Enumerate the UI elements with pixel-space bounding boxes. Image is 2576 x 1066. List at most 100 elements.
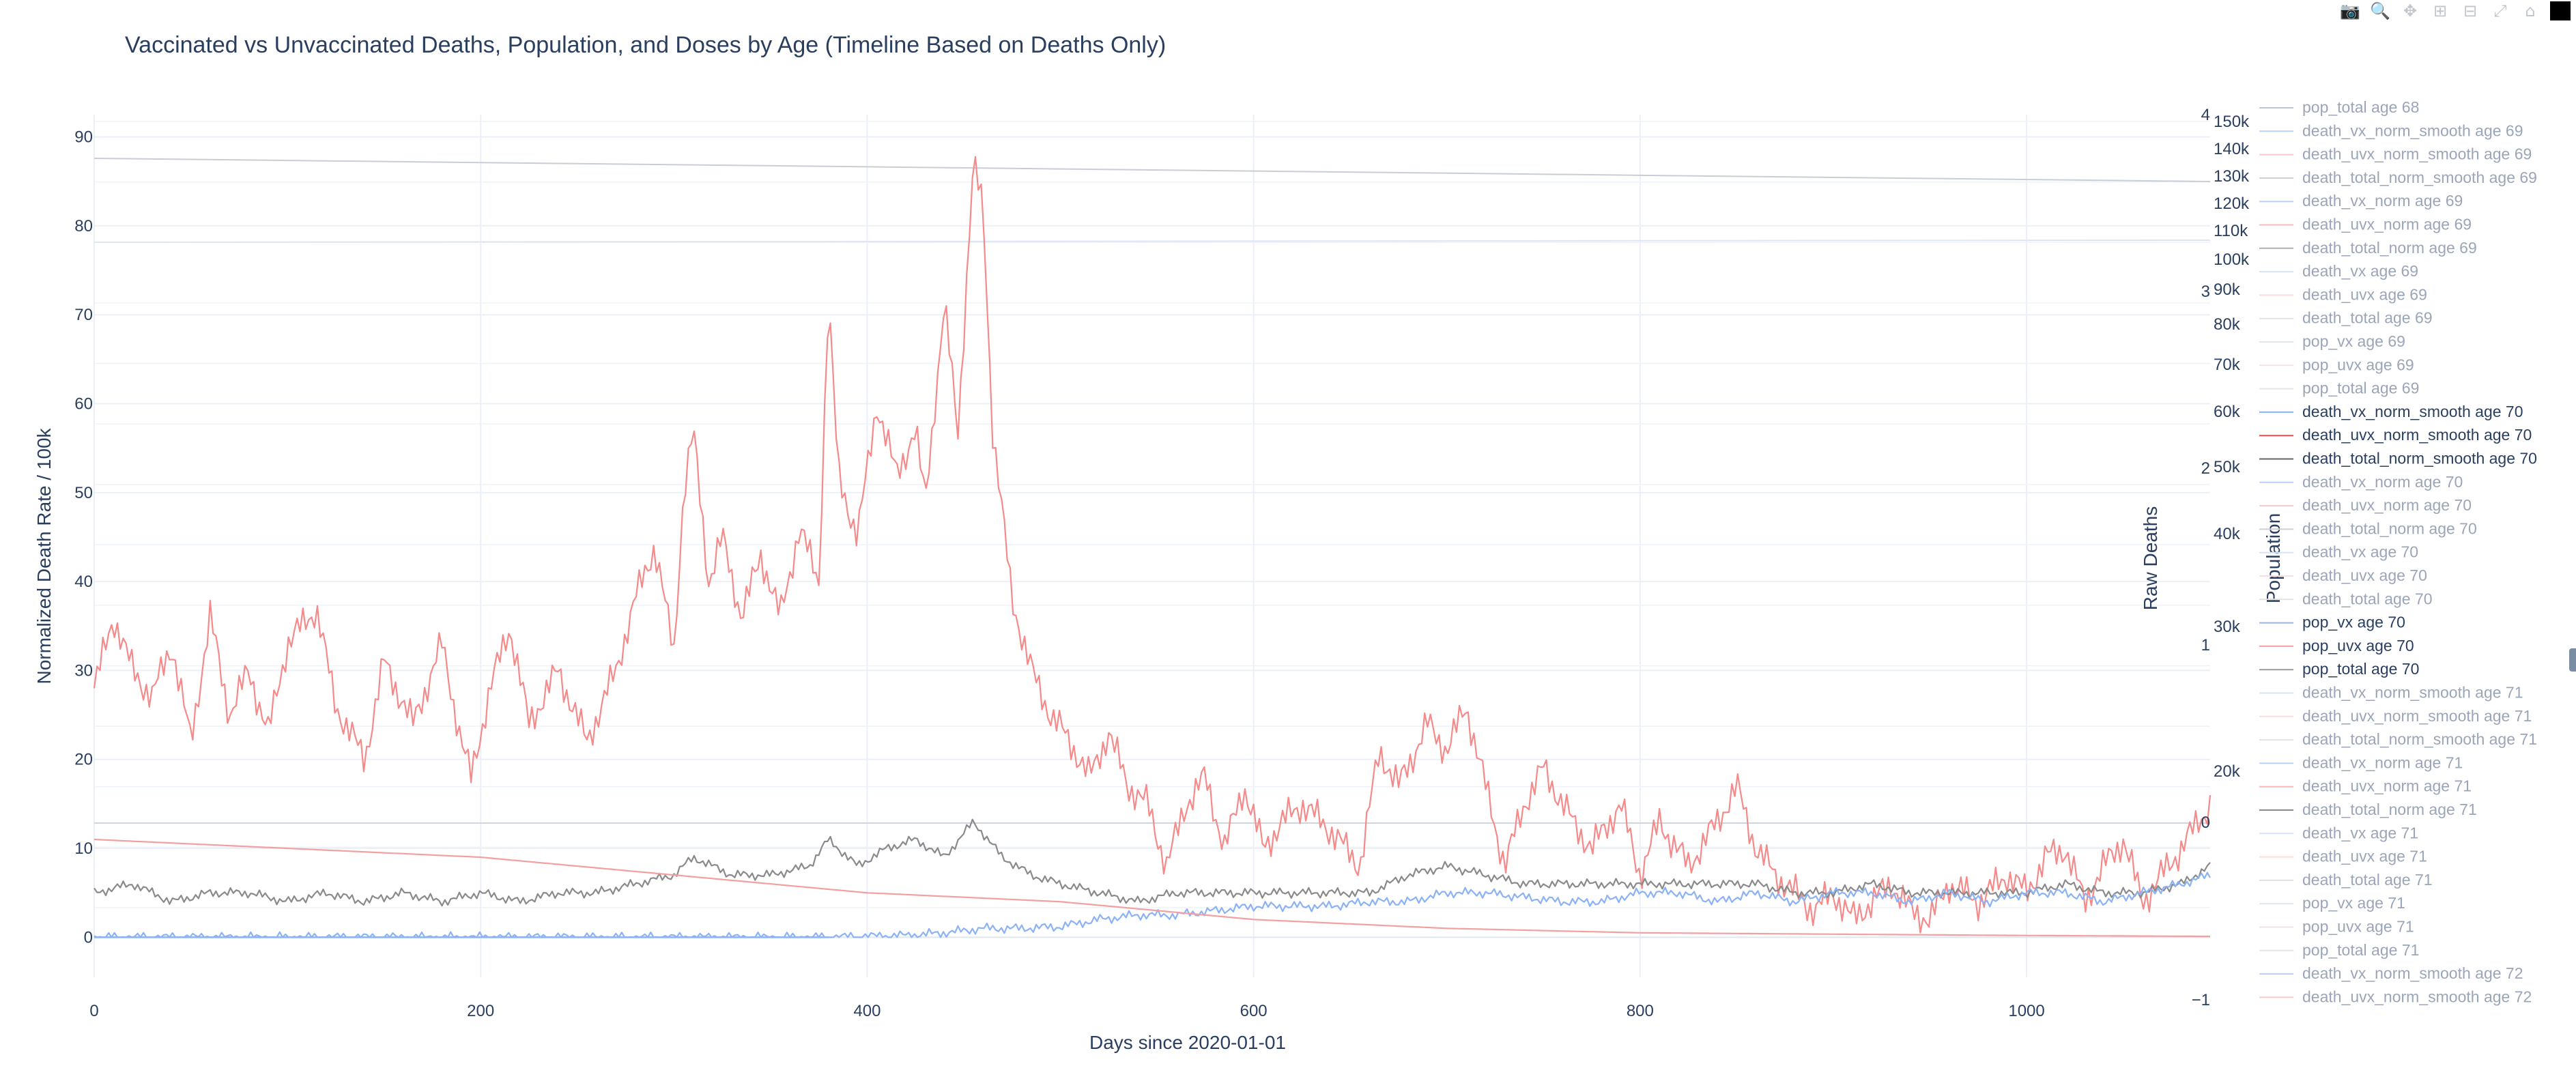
legend-item[interactable]: death_uvx_norm_smooth age 71: [2259, 707, 2532, 725]
legend-item[interactable]: pop_vx age 69: [2259, 332, 2405, 350]
legend-label: death_total age 71: [2302, 871, 2433, 889]
legend-item[interactable]: pop_uvx age 71: [2259, 918, 2414, 936]
legend-item[interactable]: death_total_norm age 71: [2259, 801, 2477, 818]
legend-item[interactable]: death_vx_norm_smooth age 71: [2259, 684, 2523, 702]
legend-label: death_uvx_norm_smooth age 69: [2302, 145, 2532, 163]
y-tick-label: 30: [74, 661, 93, 680]
y3-tick-label: 110k: [2214, 222, 2248, 240]
autoscale-icon[interactable]: ⤢: [2493, 1, 2507, 20]
y3-tick-label: 70k: [2214, 356, 2241, 374]
x-tick-label: 0: [89, 1002, 98, 1020]
legend-label: death_uvx_norm_smooth age 72: [2302, 988, 2532, 1005]
x-tick-label: 600: [1240, 1002, 1268, 1020]
legend-item[interactable]: death_uvx age 69: [2259, 285, 2427, 303]
legend-label: death_total_norm_smooth age 71: [2302, 730, 2537, 748]
legend-item[interactable]: death_total_norm age 70: [2259, 519, 2477, 537]
modebar: 📷 🔍 ✥ ⊞ ⊟ ⤢ ⌂: [2334, 0, 2576, 22]
x-tick-label: 800: [1627, 1002, 1654, 1020]
legend-label: death_total_norm_smooth age 69: [2302, 169, 2537, 186]
y-axis-ticks: 0 10 20 30 40 50 60 70 80 90: [74, 128, 93, 947]
chart-title: Vaccinated vs Unvaccinated Deaths, Popul…: [125, 32, 1166, 58]
legend-label: pop_uvx age 70: [2302, 637, 2414, 654]
legend-label: death_uvx_norm age 69: [2302, 216, 2472, 233]
legend-label: death_uvx age 70: [2302, 566, 2427, 584]
legend-item[interactable]: death_vx_norm age 71: [2259, 753, 2463, 771]
legend-item[interactable]: pop_total age 70: [2259, 660, 2419, 678]
y-tick-label: 80: [74, 217, 93, 235]
series-line: [93, 156, 2212, 934]
x-tick-label: 200: [467, 1002, 494, 1020]
y3-tick-label: 130k: [2214, 167, 2250, 186]
series-group: [93, 156, 2212, 938]
legend-label: death_uvx_norm_smooth age 71: [2302, 707, 2532, 725]
legend-item[interactable]: death_vx_norm age 70: [2259, 473, 2463, 491]
legend-item[interactable]: death_vx age 70: [2259, 543, 2418, 561]
legend-item[interactable]: death_uvx_norm age 70: [2259, 496, 2472, 514]
zoom-out-icon[interactable]: ⊟: [2463, 1, 2478, 20]
legend-item[interactable]: death_uvx_norm_smooth age 69: [2259, 145, 2532, 163]
legend-label: death_uvx age 69: [2302, 285, 2427, 303]
y-tick-label: 90: [74, 128, 93, 147]
legend-scroll-handle[interactable]: [2569, 648, 2576, 672]
legend-item[interactable]: pop_vx age 70: [2259, 614, 2405, 631]
y2-tick-label: 2: [2201, 459, 2210, 478]
legend-label: pop_total age 70: [2302, 660, 2419, 678]
legend-label: death_total_norm age 69: [2302, 239, 2477, 257]
legend-item[interactable]: death_vx_norm_smooth age 70: [2259, 403, 2523, 420]
legend-item[interactable]: death_vx_norm_smooth age 72: [2259, 964, 2523, 982]
legend-item[interactable]: death_vx_norm age 69: [2259, 192, 2463, 210]
legend-label: death_total age 69: [2302, 309, 2433, 327]
y2-tick-label: −1: [2192, 991, 2210, 1009]
legend-label: pop_uvx age 69: [2302, 356, 2414, 373]
legend-item[interactable]: death_uvx_norm_smooth age 72: [2259, 988, 2532, 1005]
zoom-in-icon[interactable]: ⊞: [2433, 1, 2448, 20]
legend-item[interactable]: pop_uvx age 70: [2259, 637, 2414, 654]
legend-label: pop_total age 69: [2302, 379, 2419, 397]
legend-item[interactable]: death_total age 71: [2259, 871, 2433, 889]
legend-item[interactable]: death_total_norm_smooth age 69: [2259, 169, 2537, 186]
legend-item[interactable]: pop_uvx age 69: [2259, 356, 2414, 373]
legend-item[interactable]: death_uvx_norm_smooth age 70: [2259, 426, 2532, 444]
legend-label: death_total_norm_smooth age 70: [2302, 450, 2537, 467]
legend-label: death_vx age 69: [2302, 262, 2418, 280]
zoom-icon[interactable]: 🔍: [2370, 1, 2390, 20]
y-tick-label: 10: [74, 839, 93, 858]
y3-tick-label: 100k: [2214, 250, 2250, 269]
legend[interactable]: pop_total age 68 death_vx_norm_smooth age…: [2259, 98, 2537, 1005]
legend-item[interactable]: death_total_norm age 69: [2259, 239, 2477, 257]
y3-tick-label: 90k: [2214, 280, 2241, 299]
pan-icon[interactable]: ✥: [2403, 1, 2418, 20]
legend-item[interactable]: death_uvx_norm age 71: [2259, 777, 2472, 795]
legend-item[interactable]: death_total_norm_smooth age 71: [2259, 730, 2537, 748]
camera-icon[interactable]: 📷: [2340, 1, 2360, 20]
legend-item[interactable]: pop_total age 68: [2259, 98, 2419, 116]
legend-item[interactable]: death_uvx age 71: [2259, 848, 2427, 865]
legend-label: death_vx_norm age 71: [2302, 753, 2463, 771]
plotly-logo-icon[interactable]: [2550, 1, 2571, 20]
reset-axes-icon[interactable]: ⌂: [2525, 1, 2536, 20]
x-axis-title: Days since 2020-01-01: [1089, 1032, 1286, 1053]
legend-item[interactable]: pop_vx age 71: [2259, 894, 2405, 912]
legend-item[interactable]: death_vx_norm_smooth age 69: [2259, 121, 2523, 139]
legend-item[interactable]: death_total_norm_smooth age 70: [2259, 450, 2537, 467]
pop-vx-line: [94, 240, 2211, 243]
x-tick-label: 400: [853, 1002, 881, 1020]
series-line: [94, 818, 2211, 907]
reference-lines: [94, 158, 2211, 824]
legend-item[interactable]: death_total age 69: [2259, 309, 2433, 327]
legend-item[interactable]: pop_total age 69: [2259, 379, 2419, 397]
legend-item[interactable]: death_vx age 69: [2259, 262, 2418, 280]
legend-label: pop_total age 71: [2302, 941, 2419, 959]
y3-tick-label: 120k: [2214, 195, 2250, 213]
y3-tick-label: 150k: [2214, 113, 2250, 131]
legend-item[interactable]: death_uvx age 70: [2259, 566, 2427, 584]
y-tick-label: 20: [74, 751, 93, 769]
legend-item[interactable]: death_vx age 71: [2259, 824, 2418, 841]
legend-item[interactable]: death_uvx_norm age 69: [2259, 216, 2472, 233]
legend-label: death_vx_norm_smooth age 71: [2302, 684, 2523, 702]
y3-tick-label: 20k: [2214, 762, 2241, 781]
legend-item[interactable]: death_total age 70: [2259, 590, 2433, 607]
legend-item[interactable]: pop_total age 71: [2259, 941, 2419, 959]
legend-label: death_vx_norm_smooth age 72: [2302, 964, 2523, 982]
